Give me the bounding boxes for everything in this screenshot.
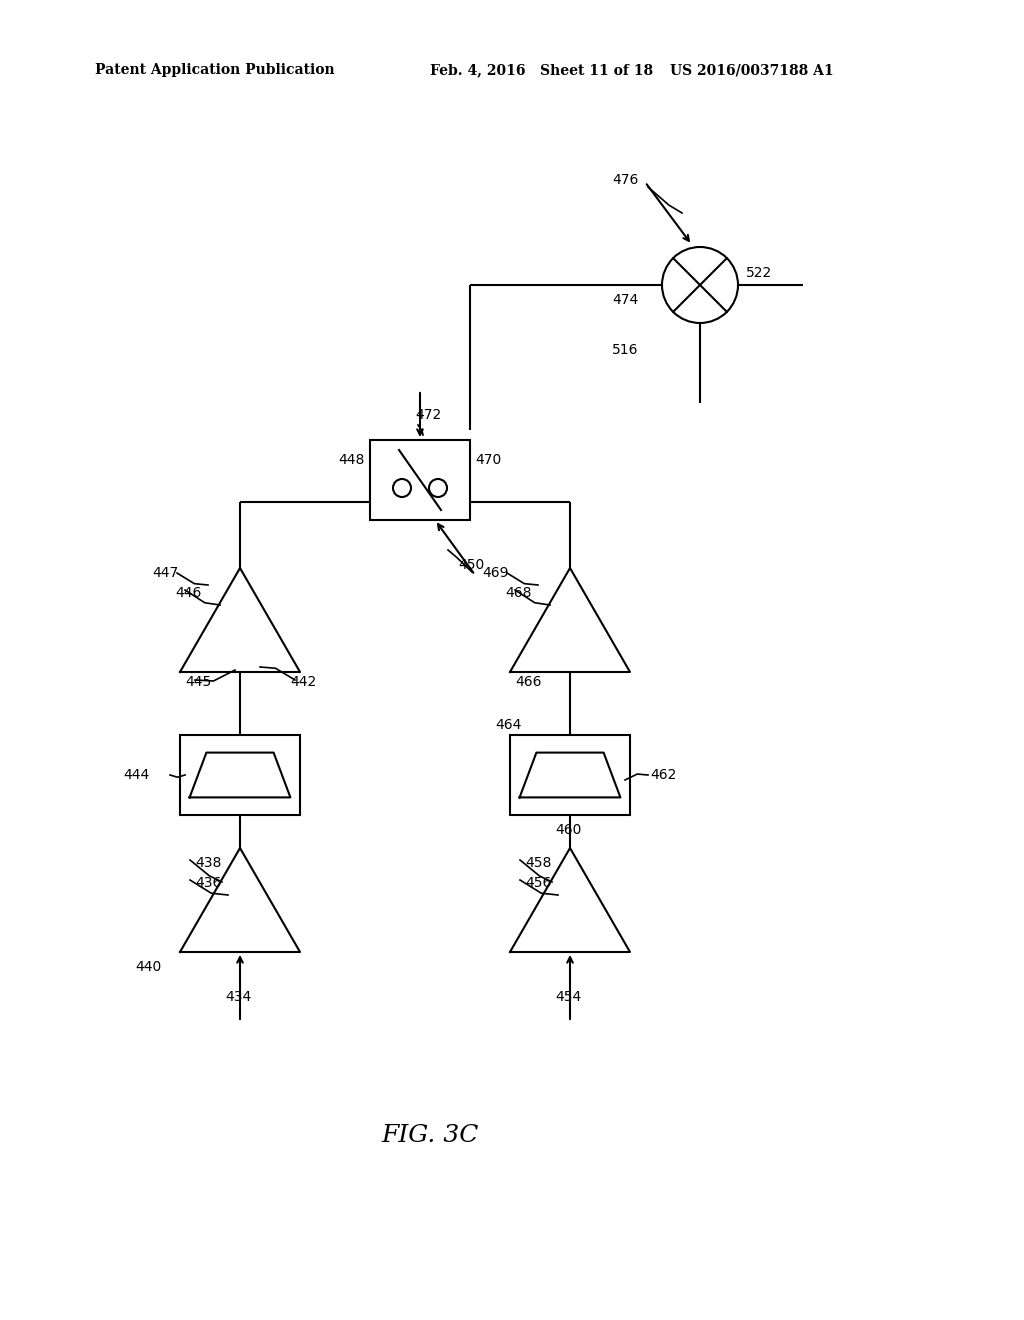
Text: 468: 468 [505, 586, 531, 601]
Text: 434: 434 [225, 990, 251, 1005]
Text: 469: 469 [482, 566, 509, 579]
Text: 466: 466 [515, 675, 542, 689]
Text: 438: 438 [195, 855, 221, 870]
Text: 474: 474 [612, 293, 638, 308]
Text: 440: 440 [135, 960, 161, 974]
Text: 472: 472 [415, 408, 441, 422]
Text: 436: 436 [195, 876, 221, 890]
Bar [180, 735, 300, 814]
Text: 462: 462 [650, 768, 677, 781]
Text: 464: 464 [495, 718, 521, 733]
Text: Feb. 4, 2016   Sheet 11 of 18: Feb. 4, 2016 Sheet 11 of 18 [430, 63, 653, 77]
Text: 522: 522 [746, 267, 772, 280]
Text: 460: 460 [555, 822, 582, 837]
Text: 447: 447 [152, 566, 178, 579]
Text: 458: 458 [525, 855, 551, 870]
Text: 448: 448 [339, 453, 365, 467]
Text: 450: 450 [458, 558, 484, 572]
Text: 516: 516 [612, 343, 639, 356]
Text: 476: 476 [612, 173, 638, 187]
Text: 446: 446 [175, 586, 202, 601]
Text: 445: 445 [185, 675, 211, 689]
Text: 454: 454 [555, 990, 582, 1005]
Text: 444: 444 [124, 768, 150, 781]
Bar [370, 440, 470, 520]
Text: 442: 442 [290, 675, 316, 689]
Text: Patent Application Publication: Patent Application Publication [95, 63, 335, 77]
Text: US 2016/0037188 A1: US 2016/0037188 A1 [670, 63, 834, 77]
Bar [510, 735, 630, 814]
Text: 470: 470 [475, 453, 502, 467]
Text: FIG. 3C: FIG. 3C [381, 1123, 478, 1147]
Text: 456: 456 [525, 876, 551, 890]
